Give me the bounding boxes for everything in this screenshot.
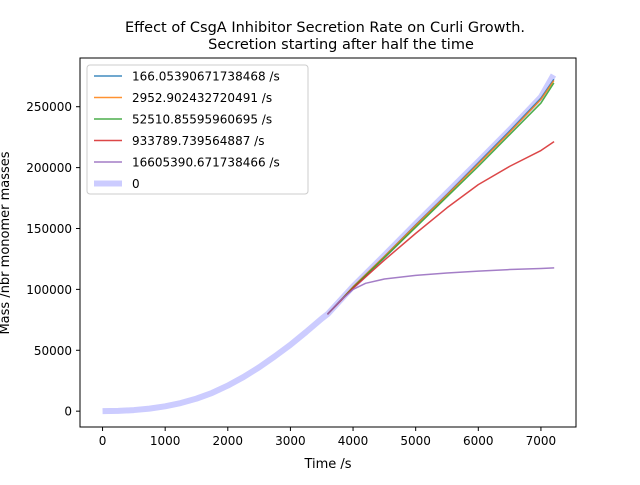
x-axis-label: Time /s	[303, 457, 351, 472]
legend-label-1: 166.05390671738468 /s	[132, 70, 280, 84]
x-ticks: 0 1000 2000 3000 4000 5000 6000 7000	[99, 427, 556, 448]
series-line-4	[326, 140, 555, 315]
x-tick-label: 3000	[275, 434, 306, 448]
x-tick-label: 0	[99, 434, 107, 448]
series-line-5	[326, 267, 555, 315]
series-line-6	[102, 73, 557, 415]
y-tick-label: 50000	[34, 344, 72, 358]
y-tick-label: 0	[64, 405, 72, 419]
y-ticks: 0 50000 100000 150000 200000 250000	[26, 100, 80, 419]
x-tick-label: 4000	[338, 434, 369, 448]
legend-label-6: 0	[132, 177, 140, 191]
plot-area: 0 1000 2000 3000 4000 5000 6000 7000 0 50000 1000…	[26, 57, 577, 448]
legend-label-5: 16605390.671738466 /s	[132, 156, 280, 170]
legend-box	[86, 64, 309, 195]
legend-label-2: 2952.902432720491 /s	[132, 91, 272, 105]
y-axis-label: Mass /nbr monomer masses	[0, 151, 13, 334]
legend-label-4: 933789.739564887 /s	[132, 134, 264, 148]
chart-title-line-1: Effect of CsgA Inhibitor Secretion Rate …	[125, 20, 525, 36]
x-tick-label: 1000	[150, 434, 181, 448]
axes-frame	[79, 57, 577, 428]
y-tick-label: 150000	[26, 222, 72, 236]
series-layer	[102, 73, 557, 415]
y-tick-label: 100000	[26, 283, 72, 297]
x-tick-label: 2000	[213, 434, 244, 448]
chart-title-line-2: Secretion starting after half the time	[208, 37, 474, 53]
x-tick-label: 6000	[463, 434, 494, 448]
y-tick-label: 200000	[26, 161, 72, 175]
series-line-3	[326, 82, 555, 315]
y-tick-label: 250000	[26, 100, 72, 114]
legend: 166.05390671738468 /s 2952.902432720491 /…	[86, 64, 309, 195]
x-tick-label: 5000	[400, 434, 431, 448]
x-tick-label: 7000	[526, 434, 557, 448]
legend-label-3: 52510.85595960695 /s	[132, 113, 272, 127]
legend-items: 166.05390671738468 /s 2952.902432720491 /…	[94, 70, 280, 191]
